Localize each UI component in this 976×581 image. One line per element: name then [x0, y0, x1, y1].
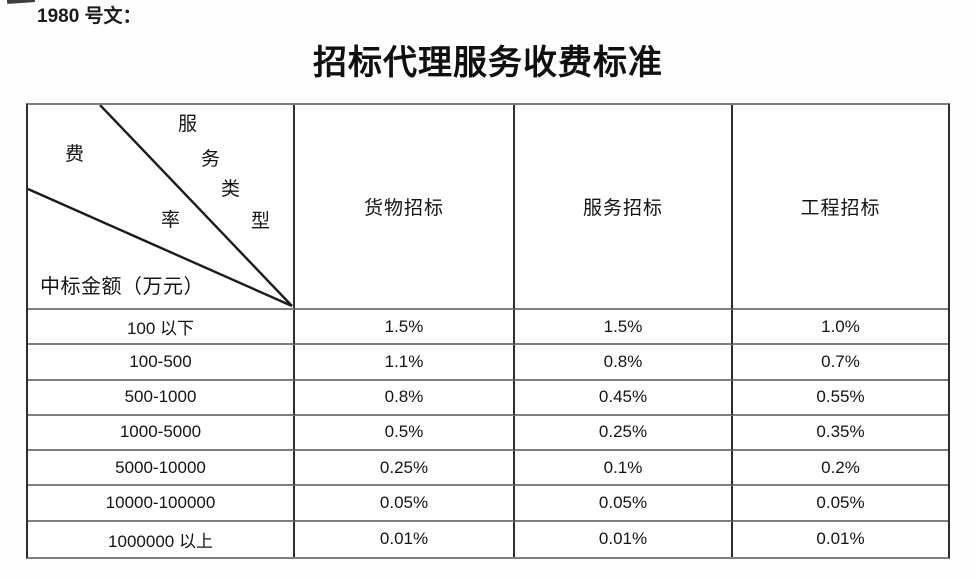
rate-goods: 1.1%: [295, 345, 515, 381]
corner-type-char-4: 型: [251, 211, 271, 232]
corner-type-char-3: 类: [221, 179, 241, 200]
rate-service: 0.01%: [515, 521, 733, 557]
doc-ref-label: 1980 号文：: [37, 6, 142, 27]
row-amount: 5000-10000: [28, 451, 295, 487]
rate-service: 0.25%: [515, 415, 733, 452]
corner-rate-char-1: 费: [65, 144, 85, 165]
page-title: 招标代理服务收费标准: [313, 45, 663, 82]
row-amount: 100 以下: [28, 310, 295, 346]
corner-type-char-2: 务: [201, 149, 221, 170]
rate-service: 0.05%: [515, 486, 733, 522]
rate-works: 1.0%: [733, 310, 948, 346]
rate-goods: 1.5%: [295, 310, 515, 346]
row-amount: 500-1000: [28, 380, 295, 416]
rate-service: 0.8%: [515, 345, 733, 381]
diagonal-lines: [28, 105, 293, 308]
rate-works: 0.01%: [816, 529, 865, 549]
rate-goods: 0.05%: [295, 486, 515, 522]
rate-works: 0.2%: [733, 451, 948, 487]
rate-service: 0.45%: [515, 380, 733, 416]
fee-table: 服 务 类 型 费 率 中标金额（万元） 货物招标 服务招标 工程招标 100 …: [26, 103, 950, 559]
row-amount: 100-500: [28, 345, 295, 381]
rate-works: 0.55%: [733, 381, 948, 416]
row-amount: 10000-100000: [28, 486, 295, 522]
rate-works: 0.7%: [733, 345, 948, 381]
rate-goods: 0.5%: [295, 415, 515, 452]
rate-works: 0.05%: [733, 486, 948, 522]
diagonal-header-cell: 服 务 类 型 费 率 中标金额（万元）: [28, 105, 295, 310]
rate-goods: 0.01%: [295, 521, 515, 557]
corner-type-char-1: 服: [178, 114, 198, 135]
row-amount: 1000000 以上: [28, 521, 295, 557]
column-header-service: 服务招标: [515, 105, 733, 310]
corner-rate-char-2: 率: [161, 210, 181, 231]
screen-edge-artifact: [6, 0, 36, 4]
rate-goods: 0.8%: [295, 380, 515, 416]
row-amount: 1000-5000: [28, 415, 295, 452]
rate-works: 0.35%: [733, 416, 948, 452]
column-header-goods: 货物招标: [295, 105, 515, 310]
rate-service: 1.5%: [515, 310, 733, 346]
column-header-works: 工程招标: [733, 105, 948, 310]
corner-amount-axis-label: 中标金额（万元）: [40, 276, 204, 298]
rate-service: 0.1%: [515, 451, 733, 487]
rate-goods: 0.25%: [295, 451, 515, 487]
